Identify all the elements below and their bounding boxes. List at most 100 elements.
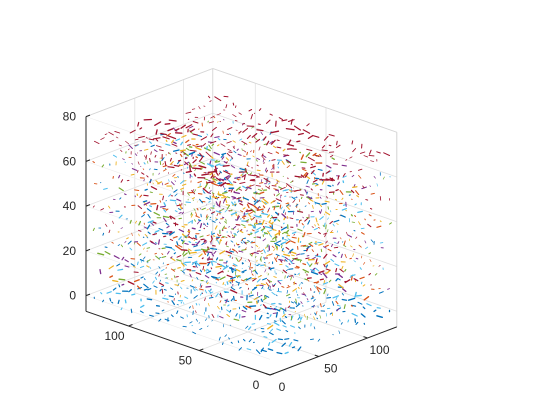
x-tick-label: 100 — [369, 343, 389, 357]
quiver-arrow — [153, 149, 158, 153]
quiver-arrow — [176, 259, 182, 262]
quiver-arrow — [162, 162, 164, 166]
quiver-arrow — [144, 188, 148, 191]
y-tick-label: 100 — [104, 329, 124, 343]
quiver-arrow — [350, 304, 353, 307]
quiver-arrow — [201, 257, 204, 260]
quiver-arrow — [249, 172, 253, 175]
quiver-arrow — [143, 201, 151, 206]
quiver-arrow — [272, 145, 277, 149]
quiver-arrow — [159, 288, 162, 292]
quiver-arrow — [310, 297, 315, 300]
quiver-arrow — [100, 292, 103, 295]
quiver-arrow — [285, 202, 290, 205]
quiver-arrow — [174, 193, 178, 197]
quiver-arrow — [328, 279, 332, 283]
quiver-arrow — [351, 174, 355, 178]
quiver-arrow — [324, 200, 330, 203]
quiver-arrow — [232, 265, 236, 267]
quiver-arrow — [169, 238, 174, 241]
quiver-arrow — [118, 284, 121, 288]
quiver-arrow — [210, 295, 213, 297]
quiver-arrow — [362, 306, 366, 310]
quiver-arrow — [261, 212, 269, 216]
quiver-arrow — [177, 176, 179, 178]
quiver-arrow — [228, 226, 231, 228]
quiver-arrow — [362, 284, 366, 287]
quiver-arrow — [188, 162, 193, 168]
quiver-arrow — [131, 163, 133, 165]
quiver-arrow — [337, 273, 343, 278]
quiver-arrow — [343, 240, 346, 246]
quiver-arrow — [342, 244, 347, 248]
quiver-arrow — [199, 166, 203, 169]
quiver-arrow — [247, 186, 252, 190]
quiver-arrow — [254, 251, 259, 255]
quiver-arrow — [293, 281, 295, 286]
quiver-arrow — [195, 156, 199, 159]
quiver-arrow — [225, 204, 230, 206]
quiver-arrow — [368, 252, 371, 255]
quiver-arrow — [231, 201, 235, 206]
quiver-arrow — [187, 144, 192, 146]
quiver-arrow — [180, 262, 185, 267]
quiver-arrow — [165, 246, 173, 249]
quiver-arrow — [212, 176, 216, 178]
quiver-arrow — [332, 223, 335, 227]
quiver-arrow — [264, 201, 268, 205]
quiver-arrow — [232, 114, 237, 118]
quiver-arrow — [229, 281, 232, 284]
quiver-arrow — [148, 138, 155, 141]
quiver-arrow — [108, 205, 111, 209]
quiver-arrow — [185, 170, 193, 173]
quiver-arrow — [243, 143, 246, 146]
quiver-arrow — [198, 165, 207, 169]
quiver-arrow — [341, 197, 344, 200]
quiver-arrow — [199, 269, 203, 273]
z-tick — [85, 114, 91, 118]
quiver-arrow — [188, 306, 191, 309]
quiver-arrow — [341, 293, 344, 296]
quiver-arrow — [195, 302, 198, 306]
quiver-arrow — [206, 268, 210, 272]
quiver-arrow — [379, 220, 382, 223]
quiver-arrow — [120, 179, 124, 183]
left-wall-grid-line-z — [85, 295, 271, 360]
quiver-arrow — [139, 127, 143, 130]
quiver-arrow — [261, 155, 266, 161]
quiver-arrow — [202, 188, 205, 194]
quiver-arrow — [206, 133, 209, 136]
quiver-arrow — [236, 197, 242, 200]
quiver-arrow — [345, 159, 348, 161]
quiver-arrow — [264, 269, 267, 273]
axes-lines — [85, 114, 397, 376]
quiver-arrow — [347, 319, 350, 323]
quiver-arrow — [212, 177, 218, 181]
quiver-arrow — [288, 297, 291, 299]
quiver-arrow — [178, 244, 183, 248]
quiver-arrow — [275, 294, 278, 297]
quiver-arrow — [136, 285, 141, 290]
quiver-arrow — [212, 126, 217, 131]
quiver-arrow — [196, 220, 200, 225]
quiver-arrow — [347, 234, 353, 238]
quiver-arrow — [297, 228, 303, 232]
quiver-arrow — [140, 304, 145, 308]
quiver-arrow — [227, 234, 231, 238]
quiver-arrow — [238, 250, 244, 253]
quiver-arrow — [112, 154, 118, 158]
quiver-arrow — [269, 113, 273, 116]
quiver-arrow — [363, 155, 369, 158]
quiver-arrow — [256, 157, 260, 160]
quiver-arrow — [300, 301, 303, 304]
quiver-arrow — [205, 270, 212, 274]
quiver-arrow — [225, 241, 228, 245]
quiver-arrow — [261, 209, 264, 213]
left-wall-grid-line-z — [85, 161, 271, 226]
quiver-arrow — [150, 186, 158, 190]
quiver-arrow — [222, 195, 228, 198]
quiver-arrow — [143, 256, 146, 260]
quiver-arrow — [267, 209, 270, 213]
quiver-arrow — [119, 197, 122, 200]
quiver-arrow — [231, 287, 236, 291]
